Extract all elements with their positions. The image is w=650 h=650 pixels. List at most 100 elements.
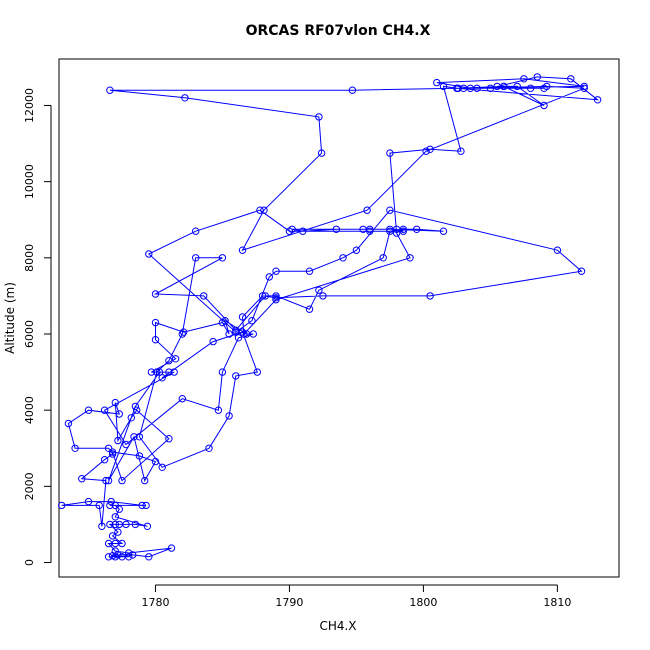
data-point <box>238 313 247 321</box>
data-point <box>107 497 115 506</box>
data-point <box>170 368 178 376</box>
data-point <box>392 229 401 237</box>
data-point <box>315 286 323 294</box>
data-point <box>272 296 280 304</box>
plot-frame <box>58 58 620 578</box>
data-point <box>122 440 130 449</box>
data-point <box>78 475 86 483</box>
data-point <box>218 368 227 376</box>
data-point <box>100 406 109 414</box>
data-point <box>406 254 414 262</box>
data-point <box>265 273 273 281</box>
data-point <box>240 330 248 338</box>
data-point <box>178 330 187 338</box>
data-point <box>386 227 394 235</box>
x-tick-label: 1800 <box>409 596 437 609</box>
data-point <box>111 398 120 407</box>
data-point <box>272 294 280 302</box>
data-point <box>209 337 217 346</box>
data-point <box>352 246 361 254</box>
data-point <box>580 82 588 91</box>
data-point <box>98 522 106 530</box>
data-point <box>433 78 441 87</box>
data-point <box>133 406 141 414</box>
data-point <box>145 553 153 561</box>
data-point <box>426 145 434 154</box>
data-point <box>153 368 161 376</box>
data-point <box>151 290 160 298</box>
data-point <box>84 497 93 506</box>
data-series <box>58 73 602 561</box>
data-point <box>111 501 120 510</box>
data-point <box>457 147 465 155</box>
data-point <box>225 412 233 420</box>
data-point <box>392 225 401 234</box>
data-point <box>141 476 149 485</box>
data-point <box>317 149 326 157</box>
data-point <box>413 225 421 234</box>
data-point <box>118 539 126 548</box>
data-point <box>225 330 233 338</box>
data-point <box>426 292 434 300</box>
data-point <box>285 227 294 235</box>
data-point <box>114 436 122 445</box>
data-point <box>363 206 371 214</box>
data-point <box>577 267 586 275</box>
data-point <box>118 476 126 485</box>
data-point <box>366 227 374 235</box>
data-point <box>179 328 188 336</box>
data-point <box>158 374 166 382</box>
x-axis: 1780 1790 1800 1810 <box>141 584 571 609</box>
data-point <box>540 101 548 110</box>
data-point <box>131 520 140 529</box>
x-tick-label: 1790 <box>275 596 303 609</box>
data-point <box>272 267 280 275</box>
data-point <box>593 96 602 104</box>
data-point <box>567 75 575 83</box>
data-point <box>108 448 117 456</box>
data-point <box>439 227 448 235</box>
data-point <box>114 528 122 536</box>
data-point <box>151 457 160 466</box>
data-point <box>248 317 256 325</box>
data-point <box>513 82 521 91</box>
data-point <box>332 225 340 234</box>
data-point <box>129 551 137 559</box>
y-tick-label: 8000 <box>23 244 36 272</box>
data-point <box>256 206 264 214</box>
data-point <box>238 246 247 254</box>
data-point <box>214 406 223 414</box>
y-tick-label: 6000 <box>23 320 36 348</box>
y-tick-label: 12000 <box>23 88 36 123</box>
data-point <box>260 206 268 214</box>
data-point <box>261 292 269 300</box>
data-point <box>147 368 156 376</box>
data-point <box>272 292 280 300</box>
data-point <box>319 292 327 300</box>
data-point <box>104 444 113 452</box>
data-point <box>253 368 261 376</box>
data-point <box>114 551 122 559</box>
data-point <box>249 330 258 338</box>
data-point <box>111 520 120 529</box>
data-point <box>366 225 374 234</box>
y-tick-label: 10000 <box>23 164 36 199</box>
data-point <box>111 547 120 555</box>
y-axis: 0 2000 4000 6000 8000 10000 12000 <box>23 88 52 566</box>
data-point <box>466 84 474 93</box>
data-point <box>165 357 173 365</box>
data-point <box>122 520 130 529</box>
data-point <box>386 206 394 214</box>
data-point <box>526 84 535 93</box>
data-point <box>422 147 430 155</box>
data-point <box>165 435 173 443</box>
y-tick-label: 4000 <box>23 396 36 424</box>
data-point <box>339 254 347 262</box>
data-point <box>192 254 200 262</box>
data-point <box>258 292 267 300</box>
data-point <box>305 305 314 313</box>
data-point <box>104 476 113 485</box>
data-point <box>71 444 79 452</box>
data-point <box>100 456 109 464</box>
